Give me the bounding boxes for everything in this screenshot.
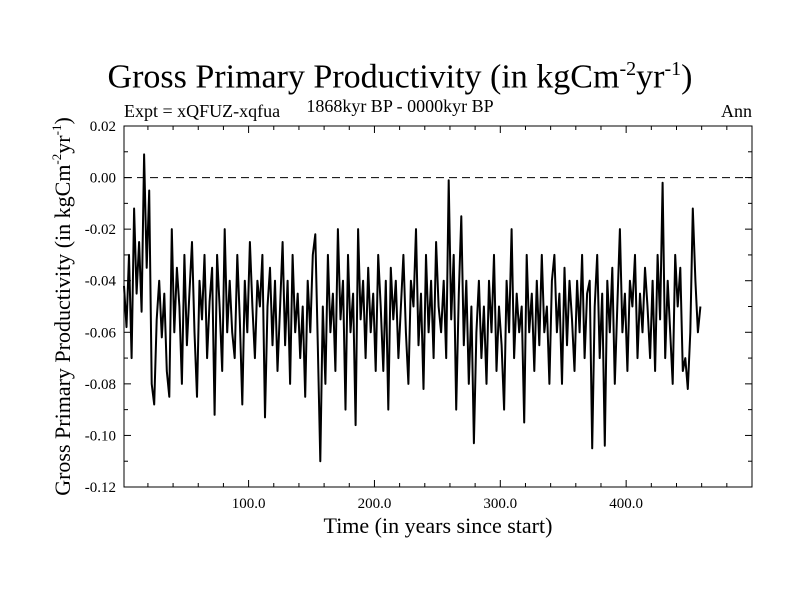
experiment-label: Expt = xQFUZ-xqfua (124, 101, 281, 121)
season-label: Ann (721, 101, 752, 121)
x-tick-label: 300.0 (483, 496, 517, 512)
chart-title-sup1: -2 (619, 58, 637, 80)
y-tick-label: -0.12 (85, 480, 116, 496)
plot-frame (123, 125, 753, 488)
y-axis-title: Gross Primary Productivity (in kgCm-2yr-… (49, 117, 75, 496)
y-axis-title-text: Gross Primary Productivity (in kgCm (50, 165, 75, 496)
x-tick-label: 200.0 (358, 496, 392, 512)
chart-title-mid: yr (636, 58, 665, 96)
chart-title-end: ) (681, 58, 693, 96)
y-tick-label: 0.00 (90, 171, 116, 187)
y-tick-label: -0.06 (85, 325, 117, 341)
y-tick-label: -0.08 (85, 377, 116, 393)
axis-layer: 0.02 0.00 -0.02 -0.04 -0.06 -0.08 -0.10 -0.12 10… (85, 119, 752, 512)
chart-title: Gross Primary Productivity (in kgCm-2yr-… (0, 58, 800, 96)
y-axis-title-sup1: -2 (49, 154, 64, 165)
y-tick-label: -0.04 (85, 274, 117, 290)
chart-title-text: Gross Primary Productivity (in kgCm (107, 58, 620, 96)
x-axis-title: Time (in years since start) (324, 513, 553, 538)
y-tick-label: -0.02 (85, 222, 116, 238)
series-layer (123, 153, 702, 463)
y-tick-label: 0.02 (90, 119, 116, 135)
y-axis-title-sup2: -1 (49, 125, 64, 136)
period-label: 1868kyr BP - 0000kyr BP (306, 96, 494, 116)
y-tick-label: -0.10 (85, 428, 116, 444)
chart-title-sup2: -1 (664, 58, 682, 80)
x-tick-label: 100.0 (232, 496, 266, 512)
series-line (123, 153, 702, 463)
y-axis-title-end: ) (50, 117, 75, 124)
x-tick-label: 400.0 (609, 496, 643, 512)
y-axis-title-mid: yr (50, 135, 75, 154)
